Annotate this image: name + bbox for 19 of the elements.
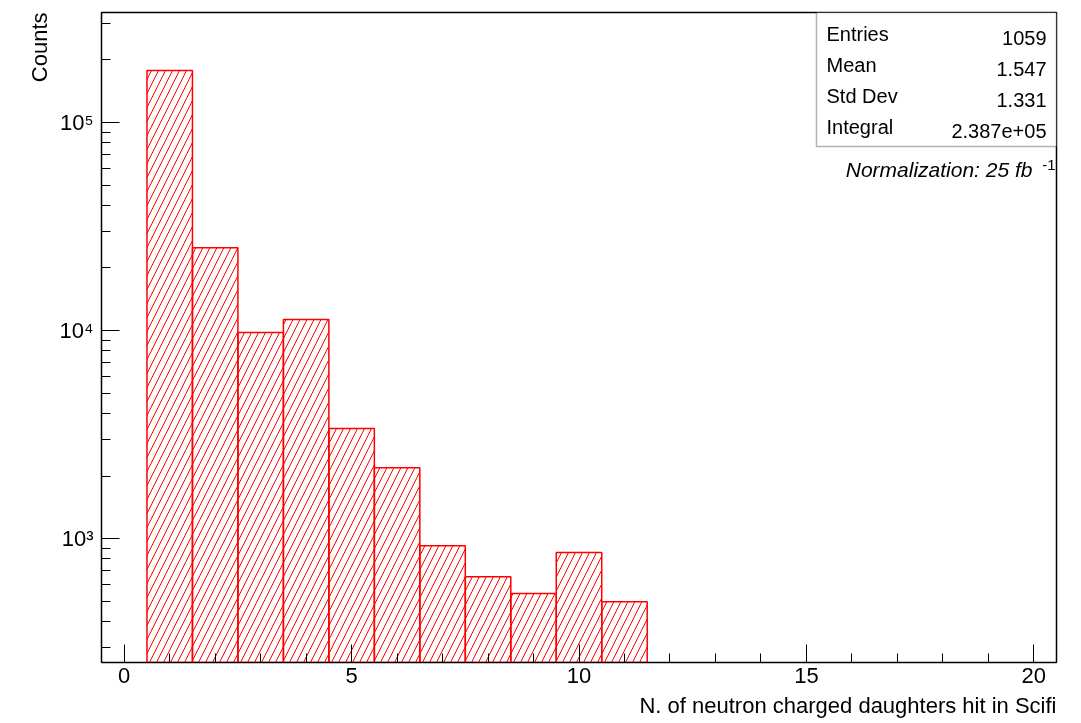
x-tick-label: 0 bbox=[118, 662, 131, 688]
x-axis-title: N. of neutron charged daughters hit in Scifi bbox=[639, 692, 1057, 718]
x-tick-label: 10 bbox=[566, 662, 592, 688]
y-tick-label: 10⁴ bbox=[59, 318, 94, 344]
y-tick-label: 10⁵ bbox=[59, 110, 94, 136]
annotation: Entries bbox=[826, 22, 889, 45]
annotation: Integral bbox=[826, 115, 894, 138]
annotation: 2.387e+05 bbox=[951, 119, 1047, 142]
annotation: 1.331 bbox=[996, 88, 1047, 111]
annotation: Std Dev bbox=[826, 84, 898, 107]
annotation: 1059 bbox=[1002, 26, 1047, 49]
y-axis-title: Counts bbox=[26, 12, 52, 83]
x-tick-label: 20 bbox=[1021, 662, 1047, 688]
annotation: Mean bbox=[826, 53, 877, 76]
y-tick-label: 10³ bbox=[61, 526, 94, 552]
annotation: 1.547 bbox=[996, 57, 1047, 80]
annotation: Normalization: 25 fb-1 bbox=[845, 155, 1056, 181]
x-tick-label: 5 bbox=[345, 662, 358, 688]
x-tick-label: 15 bbox=[794, 662, 819, 688]
